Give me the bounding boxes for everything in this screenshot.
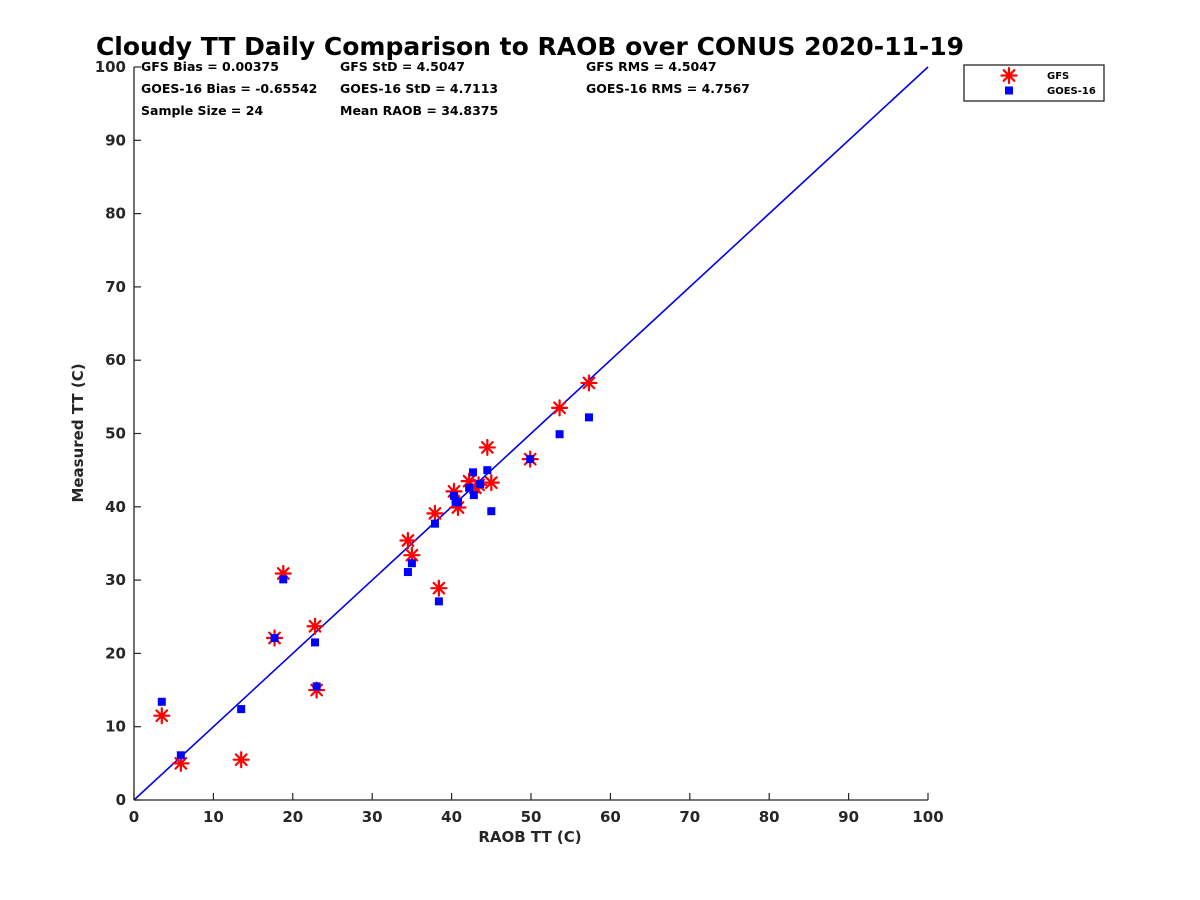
gfs-point: [550, 399, 569, 417]
y-axis-label: Measured TT (C): [69, 363, 87, 502]
stat-goes-rms: GOES-16 RMS = 4.7567: [586, 81, 750, 96]
y-tick-label: 30: [105, 571, 126, 589]
goes16-point: [476, 480, 485, 489]
x-tick-label: 30: [362, 808, 383, 826]
goes16-point: [434, 597, 443, 606]
gfs-point: [153, 707, 171, 725]
gfs-point: [580, 374, 598, 392]
series-goes16: [157, 413, 593, 760]
y-tick-label: 50: [105, 425, 126, 443]
goes16-point: [311, 638, 320, 647]
stat-goes-std: GOES-16 StD = 4.7113: [340, 81, 498, 96]
legend-label-gfs: GFS: [1047, 71, 1069, 82]
x-tick-label: 70: [679, 808, 700, 826]
legend-label-goes16: GOES-16: [1047, 86, 1096, 97]
y-tick-label: 90: [105, 131, 126, 149]
goes16-point: [157, 697, 166, 706]
y-tick-label: 20: [105, 644, 126, 662]
goes16-point: [483, 466, 492, 475]
goes16-point: [407, 559, 416, 568]
chart-title: Cloudy TT Daily Comparison to RAOB over …: [96, 32, 964, 61]
goes16-point: [584, 413, 593, 422]
goes16-point: [279, 575, 288, 584]
legend: GFS GOES-16: [963, 64, 1105, 102]
legend-box: [963, 64, 1105, 102]
goes16-point: [469, 468, 478, 477]
x-tick-label: 100: [912, 808, 943, 826]
goes16-point: [237, 705, 246, 714]
x-tick-label: 10: [203, 808, 224, 826]
x-tick-label: 0: [129, 808, 139, 826]
legend-marker-goes16: [1005, 86, 1013, 95]
goes16-point: [453, 498, 462, 507]
x-axis-ticks: 0 10 20 30 40 50 60 70 80 90 100: [129, 793, 944, 826]
y-tick-label: 80: [105, 205, 126, 223]
gfs-point: [399, 531, 417, 550]
gfs-point: [430, 579, 448, 597]
stat-gfs-std: GFS StD = 4.5047: [340, 59, 465, 74]
x-tick-label: 90: [838, 808, 859, 826]
y-tick-label: 70: [105, 278, 126, 296]
x-tick-label: 50: [521, 808, 542, 826]
goes16-point: [312, 682, 321, 691]
y-axis-ticks: 0 10 20 30 40 50 60 70 80 90 100: [95, 58, 141, 809]
goes16-point: [487, 507, 496, 516]
y-tick-label: 100: [95, 58, 126, 76]
x-tick-label: 20: [282, 808, 303, 826]
y-tick-label: 40: [105, 498, 126, 516]
legend-marker-gfs: [1000, 66, 1018, 85]
stats-annotations: GFS Bias = 0.00375 GFS StD = 4.5047 GFS …: [141, 59, 750, 118]
gfs-point: [482, 474, 500, 492]
gfs-point: [232, 751, 250, 769]
gfs-point: [306, 617, 324, 635]
y-tick-label: 60: [105, 351, 126, 369]
stat-sample-size: Sample Size = 24: [141, 103, 263, 118]
goes16-point: [270, 634, 279, 643]
legend-asterisk-marker: [1000, 66, 1018, 85]
goes16-point: [465, 483, 474, 492]
goes16-point: [469, 491, 478, 500]
goes16-point: [449, 491, 458, 500]
one-to-one-line: [133, 66, 929, 801]
reference-line-layer: [133, 66, 929, 801]
stat-gfs-bias: GFS Bias = 0.00375: [141, 59, 279, 74]
y-tick-label: 10: [105, 718, 126, 736]
stat-goes-bias: GOES-16 Bias = -0.65542: [141, 81, 317, 96]
goes16-point: [430, 519, 439, 528]
goes16-point: [403, 568, 412, 577]
gfs-point: [172, 754, 190, 772]
goes16-point: [176, 751, 185, 760]
stat-mean-raob: Mean RAOB = 34.8375: [340, 103, 498, 118]
x-axis-label: RAOB TT (C): [478, 828, 581, 846]
stat-gfs-rms: GFS RMS = 4.5047: [586, 59, 717, 74]
x-tick-label: 40: [441, 808, 462, 826]
goes16-point: [555, 430, 564, 439]
goes16-point: [526, 455, 535, 464]
gfs-point: [426, 504, 444, 522]
y-tick-label: 0: [116, 791, 126, 809]
gfs-point: [478, 438, 496, 457]
legend-square-marker: [1005, 86, 1013, 95]
x-tick-label: 60: [600, 808, 621, 826]
x-tick-label: 80: [759, 808, 780, 826]
plot-area: [133, 66, 929, 801]
series-layer: [153, 374, 598, 772]
